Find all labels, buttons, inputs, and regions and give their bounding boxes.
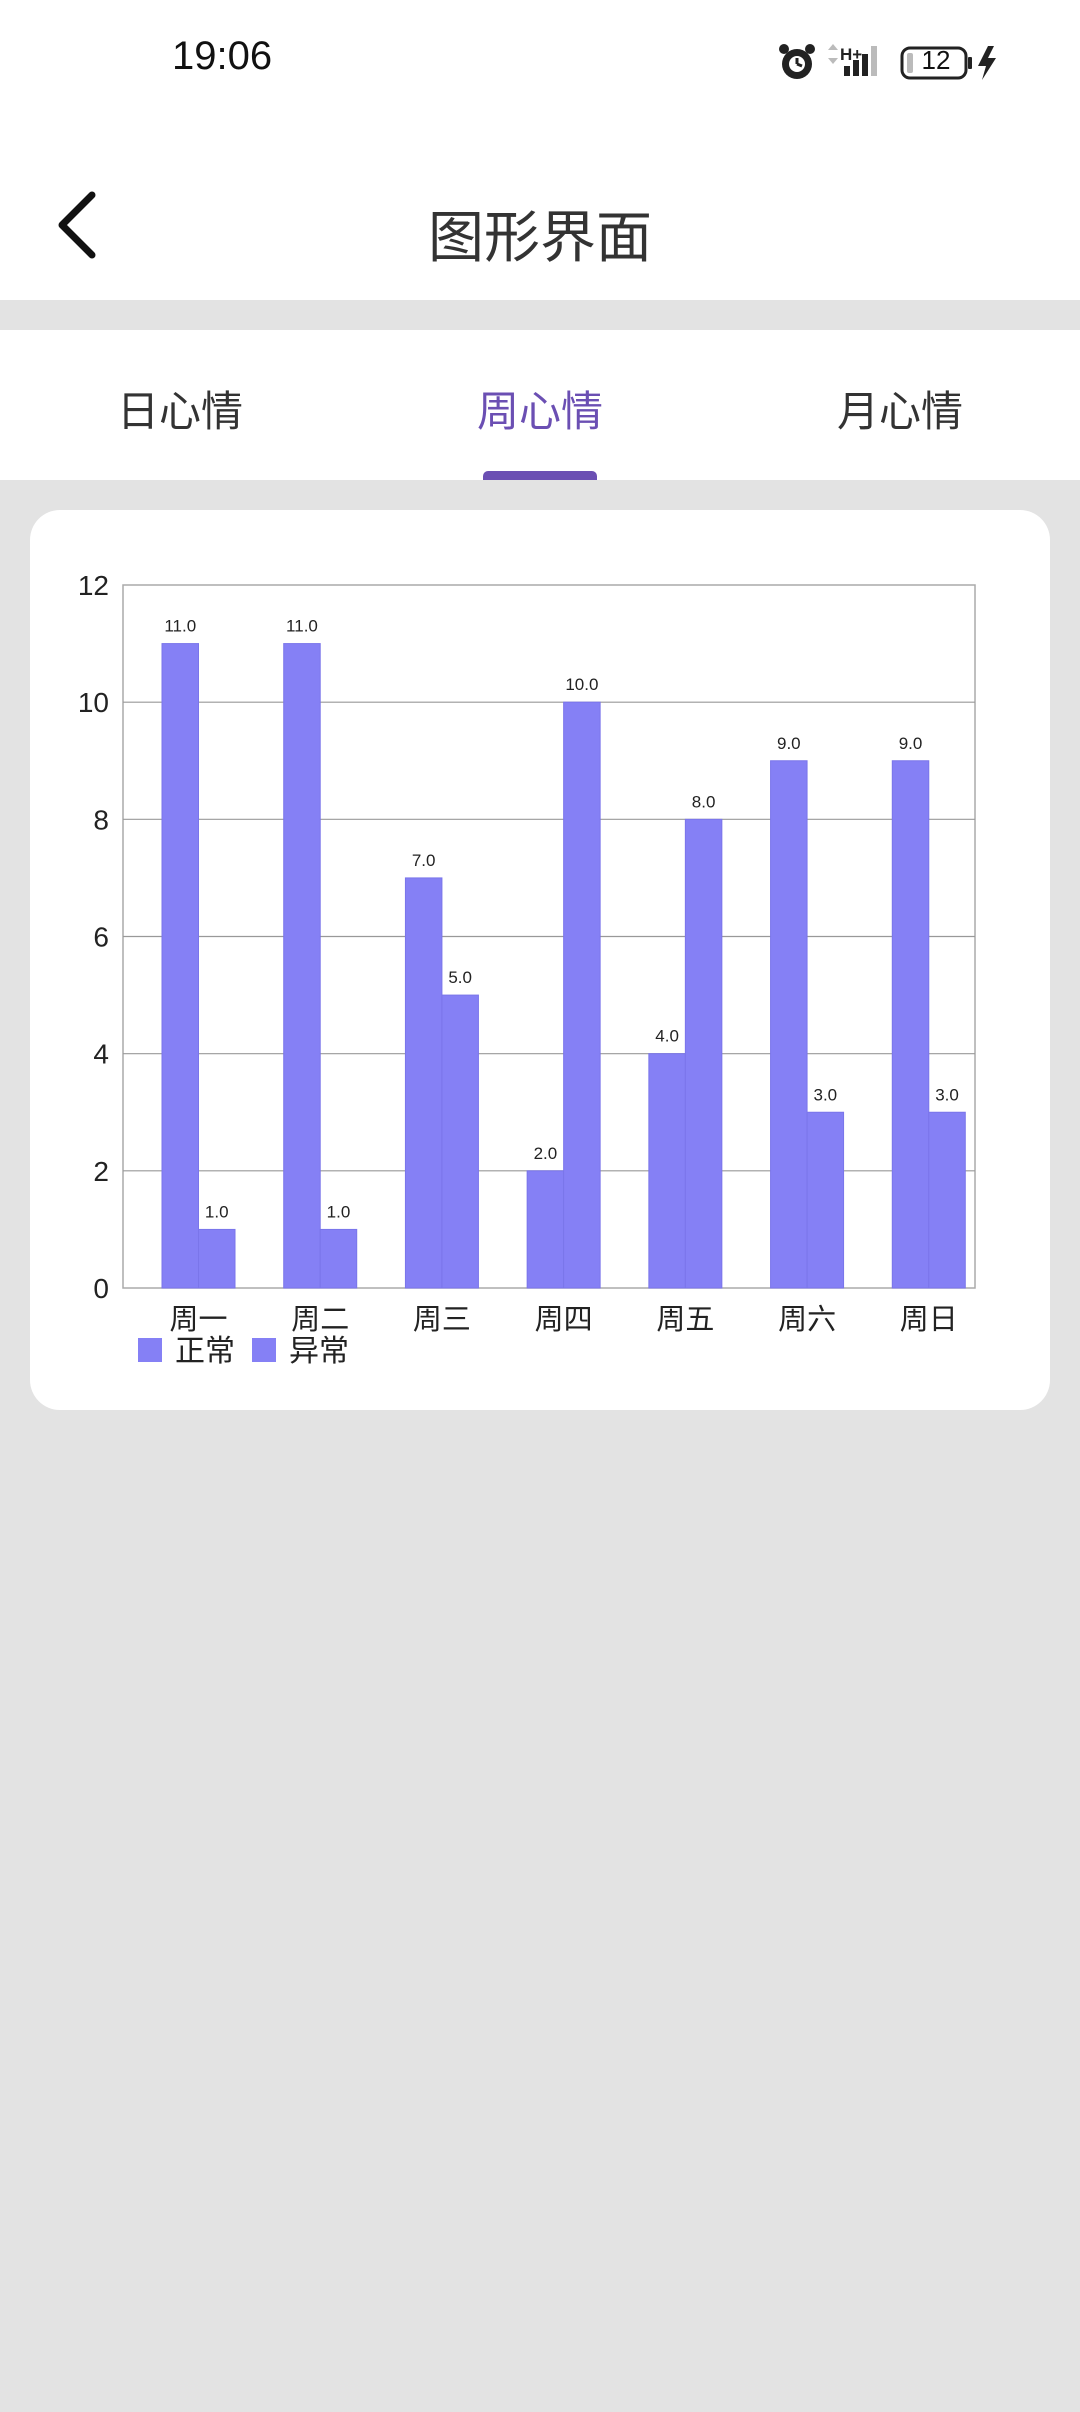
data-label: 3.0 xyxy=(935,1085,959,1104)
alarm-icon xyxy=(779,44,815,79)
data-label: 3.0 xyxy=(814,1085,838,1104)
status-time: 19:06 xyxy=(172,34,273,78)
bar-abnormal xyxy=(563,701,601,1289)
tab-indicator xyxy=(483,471,597,480)
y-tick-label: 12 xyxy=(78,570,109,601)
data-label: 4.0 xyxy=(655,1027,679,1046)
x-tick-label: 周一 xyxy=(169,1302,227,1336)
x-tick-label: 周日 xyxy=(900,1302,958,1336)
tab-label: 周心情 xyxy=(476,387,603,436)
x-tick-label: 周五 xyxy=(656,1302,714,1336)
y-tick-label: 8 xyxy=(93,804,109,835)
data-label: 10.0 xyxy=(565,675,598,694)
bar-normal xyxy=(161,643,199,1289)
bar-chart: 0 2 4 6 8 10 12 11.0 1.0 周一 11.0 1.0 周二 7.0 5.0 周三 2.0 10… xyxy=(78,570,976,1369)
legend-swatch xyxy=(138,1338,162,1362)
x-tick-label: 周三 xyxy=(413,1302,471,1336)
status-icons: H+ xyxy=(779,44,996,80)
data-label: 1.0 xyxy=(327,1202,351,1221)
data-label: 2.0 xyxy=(534,1144,558,1163)
data-label: 1.0 xyxy=(205,1202,229,1221)
charging-bolt-icon xyxy=(978,46,996,80)
bar-abnormal xyxy=(684,818,723,1289)
x-tick-label: 周六 xyxy=(778,1302,836,1336)
legend-label: 异常 xyxy=(289,1334,349,1369)
legend-label: 正常 xyxy=(175,1334,235,1369)
legend-swatch xyxy=(252,1338,276,1362)
y-tick-label: 6 xyxy=(93,922,109,953)
bar-normal xyxy=(891,760,930,1289)
bar-normal xyxy=(283,643,321,1289)
status-bar: 19:06 H+ 12 xyxy=(0,0,1080,125)
x-tick-label: 周二 xyxy=(291,1302,349,1336)
y-tick-label: 4 xyxy=(93,1039,109,1070)
page-title: 图形界面 xyxy=(428,206,652,271)
data-label: 9.0 xyxy=(899,734,923,753)
bar-normal xyxy=(648,1053,686,1289)
back-button[interactable] xyxy=(40,185,120,265)
bar-normal xyxy=(404,877,443,1289)
back-arrow-icon xyxy=(58,191,96,259)
signal-h-plus-icon: H+ xyxy=(828,44,877,76)
tab-label: 月心情 xyxy=(836,387,963,436)
bar-abnormal xyxy=(319,1228,358,1289)
y-tick-label: 0 xyxy=(93,1273,109,1304)
data-label: 5.0 xyxy=(448,968,472,987)
svg-text:H+: H+ xyxy=(840,45,862,64)
tab-day-mood[interactable]: 日心情 xyxy=(0,330,360,480)
y-tick-label: 2 xyxy=(93,1156,109,1187)
data-label: 7.0 xyxy=(412,851,436,870)
tab-bar: 日心情 周心情 月心情 xyxy=(0,330,1080,480)
bar-abnormal xyxy=(806,1111,845,1289)
data-label: 11.0 xyxy=(286,617,318,636)
y-tick-label: 10 xyxy=(78,687,109,718)
data-label: 9.0 xyxy=(777,734,801,753)
data-label: 8.0 xyxy=(692,792,716,811)
bar-normal xyxy=(770,760,808,1289)
bar-normal xyxy=(526,1170,565,1289)
chart-card: 0 2 4 6 8 10 12 11.0 1.0 周一 11.0 1.0 周二 7.0 5.0 周三 2.0 10… xyxy=(30,510,1050,1410)
x-tick-label: 周四 xyxy=(535,1302,593,1336)
title-bar: 图形界面 xyxy=(0,125,1080,300)
bar-abnormal xyxy=(928,1111,966,1289)
bar-abnormal xyxy=(441,994,479,1289)
tab-label: 日心情 xyxy=(116,387,243,436)
bar-abnormal xyxy=(198,1228,236,1289)
data-label: 11.0 xyxy=(164,617,196,636)
battery-icon xyxy=(900,46,972,80)
tab-month-mood[interactable]: 月心情 xyxy=(720,330,1080,480)
tab-week-mood[interactable]: 周心情 xyxy=(360,330,720,480)
battery-level: 12 xyxy=(921,45,951,75)
